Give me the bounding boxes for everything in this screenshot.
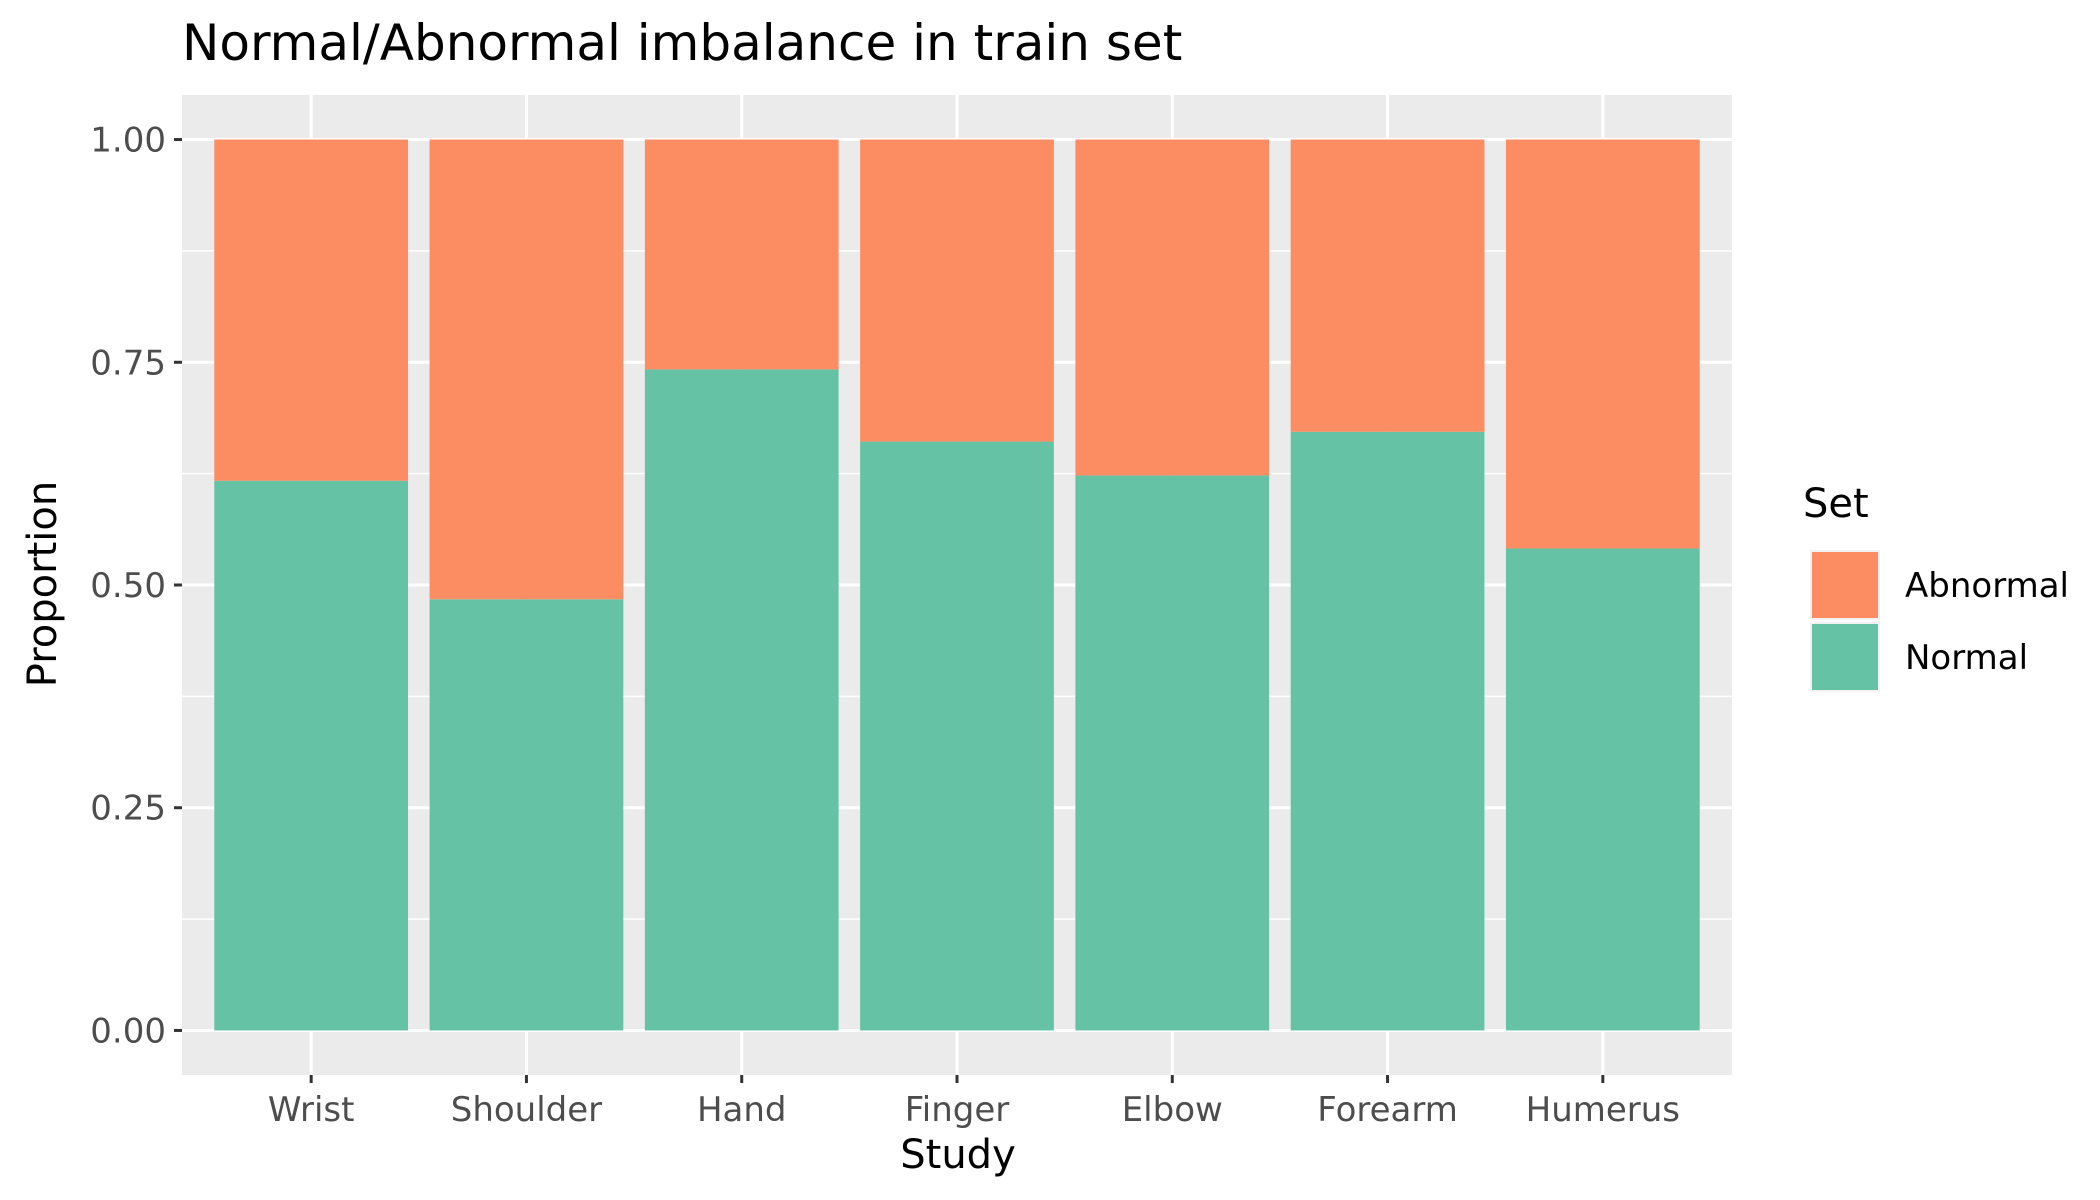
bar-normal-wrist [214, 480, 409, 1031]
legend-label-normal: Normal [1905, 638, 2028, 678]
x-tick-label: Finger [905, 1090, 1010, 1130]
legend-title: Set [1803, 481, 1869, 527]
x-tick-label: Shoulder [451, 1090, 602, 1130]
legend-label-abnormal: Abnormal [1905, 566, 2069, 606]
bar-normal-humerus [1505, 548, 1700, 1031]
bar-normal-shoulder [429, 599, 624, 1031]
y-axis: 0.00 0.25 0.50 0.75 1.00 [90, 121, 182, 1051]
bar-normal-hand [644, 369, 839, 1031]
bar-normal-finger [860, 441, 1054, 1031]
y-axis-title: Proportion [20, 481, 66, 687]
bar-normal-elbow [1075, 475, 1270, 1031]
y-tick-label: 1.00 [90, 121, 166, 161]
x-tick-label: Humerus [1526, 1090, 1680, 1130]
bar-abnormal-shoulder [429, 139, 624, 600]
legend: Set Abnormal Normal [1803, 481, 2069, 692]
bar-abnormal-elbow [1075, 139, 1270, 476]
x-tick-label: Elbow [1122, 1090, 1223, 1130]
legend-swatch-abnormal [1812, 552, 1878, 618]
bar-abnormal-hand [644, 139, 839, 370]
bar-abnormal-wrist [214, 139, 409, 481]
y-tick-label: 0.50 [90, 566, 166, 606]
y-tick-label: 0.00 [90, 1011, 166, 1051]
x-axis-title: Study [900, 1132, 1016, 1178]
chart-title: Normal/Abnormal imbalance in train set [182, 14, 1182, 72]
x-tick-label: Hand [697, 1090, 787, 1130]
x-axis: Wrist Shoulder Hand Finger Elbow Forearm Humer… [268, 1075, 1680, 1130]
legend-swatch-normal [1812, 624, 1878, 690]
bars [214, 139, 1700, 1031]
bar-abnormal-humerus [1505, 139, 1700, 549]
x-tick-label: Forearm [1317, 1090, 1458, 1130]
y-tick-label: 0.75 [90, 343, 166, 383]
x-tick-label: Wrist [268, 1090, 355, 1130]
bar-normal-forearm [1290, 431, 1485, 1031]
bar-abnormal-finger [860, 139, 1054, 442]
y-tick-label: 0.25 [90, 789, 166, 829]
bar-abnormal-forearm [1290, 139, 1485, 432]
